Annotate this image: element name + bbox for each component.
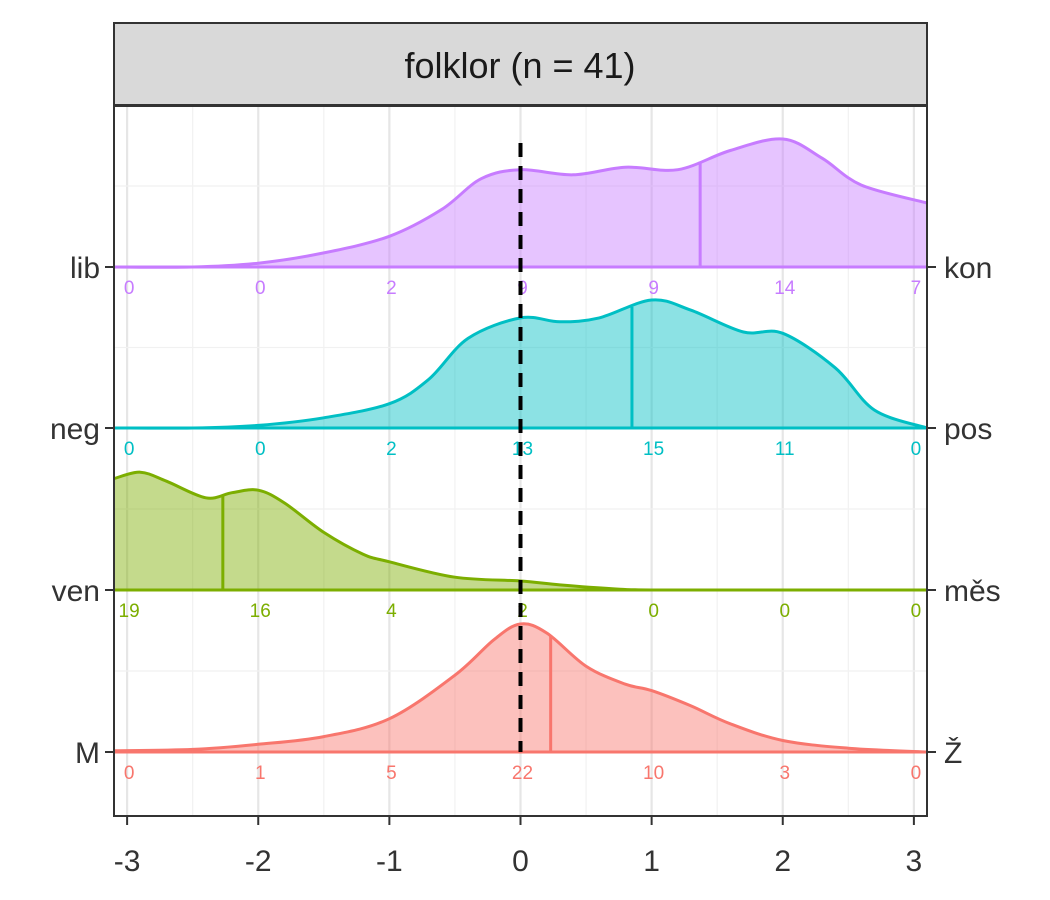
y-tick-label-left: neg <box>50 413 100 446</box>
x-tick-label: 0 <box>512 845 529 878</box>
count-label: 16 <box>250 601 271 622</box>
density-area <box>114 138 927 268</box>
count-label: 0 <box>779 601 790 622</box>
count-label: 0 <box>911 601 922 622</box>
count-label: 11 <box>775 439 795 460</box>
count-label: 3 <box>779 763 790 784</box>
count-label: 1 <box>255 763 266 784</box>
count-label: 0 <box>648 601 659 622</box>
y-tick-label-left: ven <box>52 575 100 608</box>
y-tick-label-right: kon <box>944 252 992 285</box>
count-label: 4 <box>386 601 397 622</box>
density-area <box>114 623 927 752</box>
y-tick-label-left: lib <box>70 252 100 285</box>
density-curve <box>113 137 928 269</box>
count-label: 10 <box>643 763 664 784</box>
count-label: 2 <box>386 439 397 460</box>
count-label: 0 <box>255 278 266 299</box>
count-label: 0 <box>124 763 135 784</box>
y-tick-label-right: měs <box>944 575 1001 608</box>
count-label: 5 <box>386 763 397 784</box>
count-label: 9 <box>648 278 659 299</box>
density-curve <box>113 298 928 430</box>
density-curve <box>113 622 928 754</box>
x-tick-label: 2 <box>774 845 791 878</box>
count-label: 2 <box>386 278 397 299</box>
x-tick-label: -2 <box>245 845 272 878</box>
count-label: 15 <box>643 439 664 460</box>
x-tick-label: 1 <box>643 845 660 878</box>
x-tick-label: -3 <box>114 845 141 878</box>
y-tick-label-right: Ž <box>944 737 962 770</box>
ridge-layers: 002991470021315110191642000015221030 <box>113 137 928 784</box>
density-area <box>114 472 927 591</box>
facet-strip <box>113 22 928 106</box>
count-label: 7 <box>911 278 922 299</box>
ridge-neg-pos: 0021315110 <box>113 298 928 460</box>
count-label: 0 <box>911 763 922 784</box>
count-label: 22 <box>512 763 533 784</box>
count-label: 14 <box>774 278 796 299</box>
x-tick-label: -1 <box>376 845 403 878</box>
y-tick-label-left: M <box>75 737 100 770</box>
count-label: 0 <box>255 439 266 460</box>
y-tick-label-right: pos <box>944 413 992 446</box>
density-area <box>114 299 927 429</box>
count-label: 0 <box>911 439 922 460</box>
count-label: 19 <box>119 601 140 622</box>
x-tick-label: 3 <box>906 845 923 878</box>
facet-title: folklor (n = 41) <box>404 45 635 86</box>
count-label: 0 <box>124 439 135 460</box>
count-label: 0 <box>124 278 135 299</box>
